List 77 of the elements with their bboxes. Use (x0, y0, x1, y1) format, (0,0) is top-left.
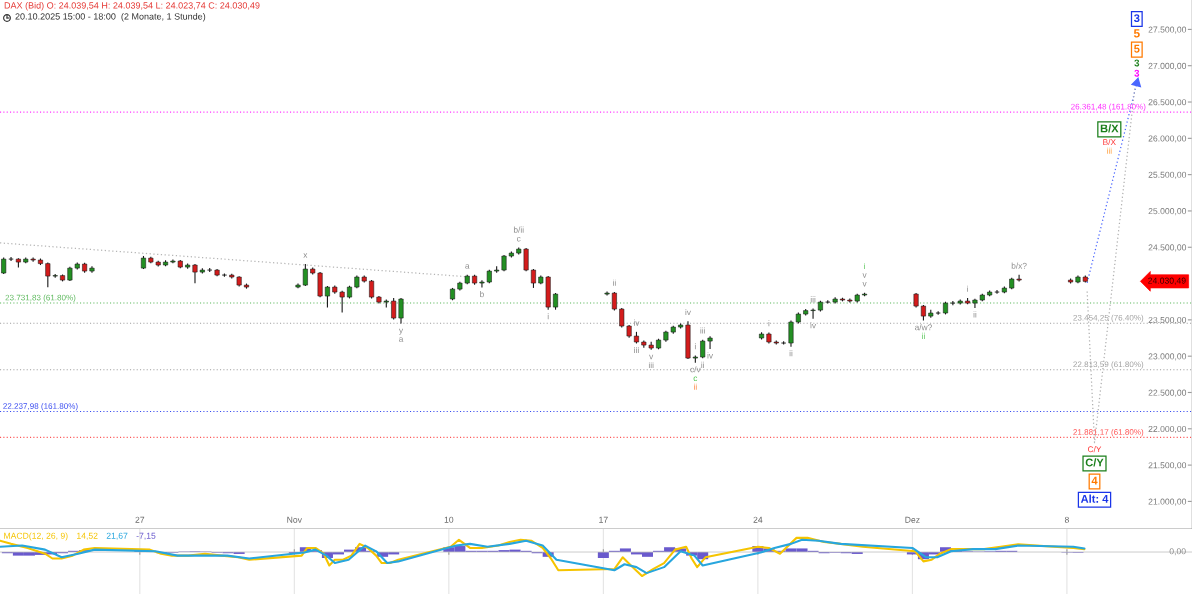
annotation: 5 (1133, 29, 1140, 38)
annotation: i (694, 343, 696, 350)
y-tick-label: 27.500,00 (1148, 26, 1187, 34)
x-tick-label: 17 (599, 516, 608, 523)
x-tick-label: Dez (905, 516, 920, 523)
annotation: iv (810, 322, 817, 329)
y-tick-label: 25.500,00 (1148, 171, 1187, 179)
x-tick-label: 24 (753, 516, 763, 523)
annotation: 0,00 (1169, 548, 1186, 556)
y-tick-label: 26.000,00 (1148, 135, 1187, 143)
annotation: x (303, 253, 308, 258)
annotation: ii (701, 361, 704, 368)
annotation: i (864, 262, 865, 269)
annotation: iv (634, 319, 640, 326)
annotation: iii (1107, 147, 1112, 154)
x-tick-label: 27 (135, 516, 145, 523)
annotation: v (862, 273, 867, 278)
annotation: 3 (1134, 59, 1140, 67)
series-label: 14,52 (77, 532, 98, 540)
x-tick-label: 10 (444, 516, 454, 523)
annotation: 4 (1091, 476, 1098, 485)
annotation: iii (810, 296, 816, 303)
y-tick-label: 26.500,00 (1148, 99, 1187, 107)
series-label: 21,67 (106, 532, 128, 540)
annotation: y (398, 328, 404, 335)
y-tick-label: 21.500,00 (1148, 462, 1187, 470)
annotation: Alt: 4 (1080, 494, 1109, 503)
annotation: b/ii (513, 226, 524, 233)
annotation: c (693, 376, 698, 382)
annotation: a (399, 337, 404, 342)
annotation: 23.731,83 (61.80%) (5, 294, 76, 303)
y-tick-label: 24.500,00 (1148, 244, 1187, 252)
annotation: 3 (1134, 69, 1140, 77)
y-tick-label: 22.000,00 (1148, 425, 1187, 434)
annotation: c/v (690, 366, 701, 373)
annotation: 23.454,25 (76.40%) (1073, 314, 1144, 323)
y-tick-label: 27.000,00 (1148, 62, 1187, 70)
annotation: ii (973, 311, 977, 318)
annotation: i (547, 313, 549, 320)
annotation: B/X (1103, 138, 1116, 146)
annotation: iv (707, 352, 714, 359)
annotation: ii (694, 383, 697, 390)
annotation: a (465, 264, 470, 269)
annotation: b (480, 291, 484, 298)
annotation: C/Y (1087, 446, 1102, 453)
annotation: iii (700, 327, 705, 334)
annotation: iv (685, 309, 691, 316)
annotation: 26.361,48 (161.80%) (1071, 103, 1146, 112)
annotation: 21.881,17 (61.80%) (1073, 428, 1144, 437)
annotation: b/x? (1011, 262, 1027, 269)
y-tick-label: 25.000,00 (1148, 208, 1187, 216)
annotation: a/w? (914, 324, 932, 331)
annotation: C/Y (1085, 458, 1104, 467)
annotation: v (862, 282, 867, 287)
annotation: 22.237,98 (161.80%) (3, 403, 78, 411)
x-tick-label: Nov (287, 516, 302, 523)
annotation: 22.813,59 (61.80%) (1073, 361, 1144, 369)
text: 20.10.2025 15:00 - 18:00 (2 Monate, 1 Stunde) (15, 13, 206, 22)
annotation: 5 (1134, 44, 1140, 53)
y-tick-label: 23.000,00 (1148, 353, 1187, 361)
chart-title: MACD(12, 26, 9) (4, 532, 68, 541)
series-label: -7,15 (136, 532, 156, 540)
annotation: iii (634, 346, 639, 353)
y-tick-label: 23.500,00 (1148, 316, 1187, 325)
y-tick-label: 22.500,00 (1148, 389, 1187, 397)
annotation: B/X (1100, 124, 1119, 133)
chart-title: DAX (Bid) O: 24.039,54 H: 24.039,54 L: 24.023,74 C: 24.030,49 (4, 2, 260, 11)
annotation: ii (922, 332, 925, 339)
y-tick-label: 21.000,00 (1148, 498, 1187, 506)
annotation: c (517, 236, 521, 242)
annotation: v (649, 354, 654, 360)
annotation: i (967, 285, 968, 292)
annotation: ii (613, 279, 616, 286)
annotation: 3 (1133, 14, 1140, 23)
annotation: 24.030,49 (1148, 277, 1186, 285)
annotation: iii (648, 361, 654, 368)
x-tick-label: 8 (1064, 516, 1069, 523)
